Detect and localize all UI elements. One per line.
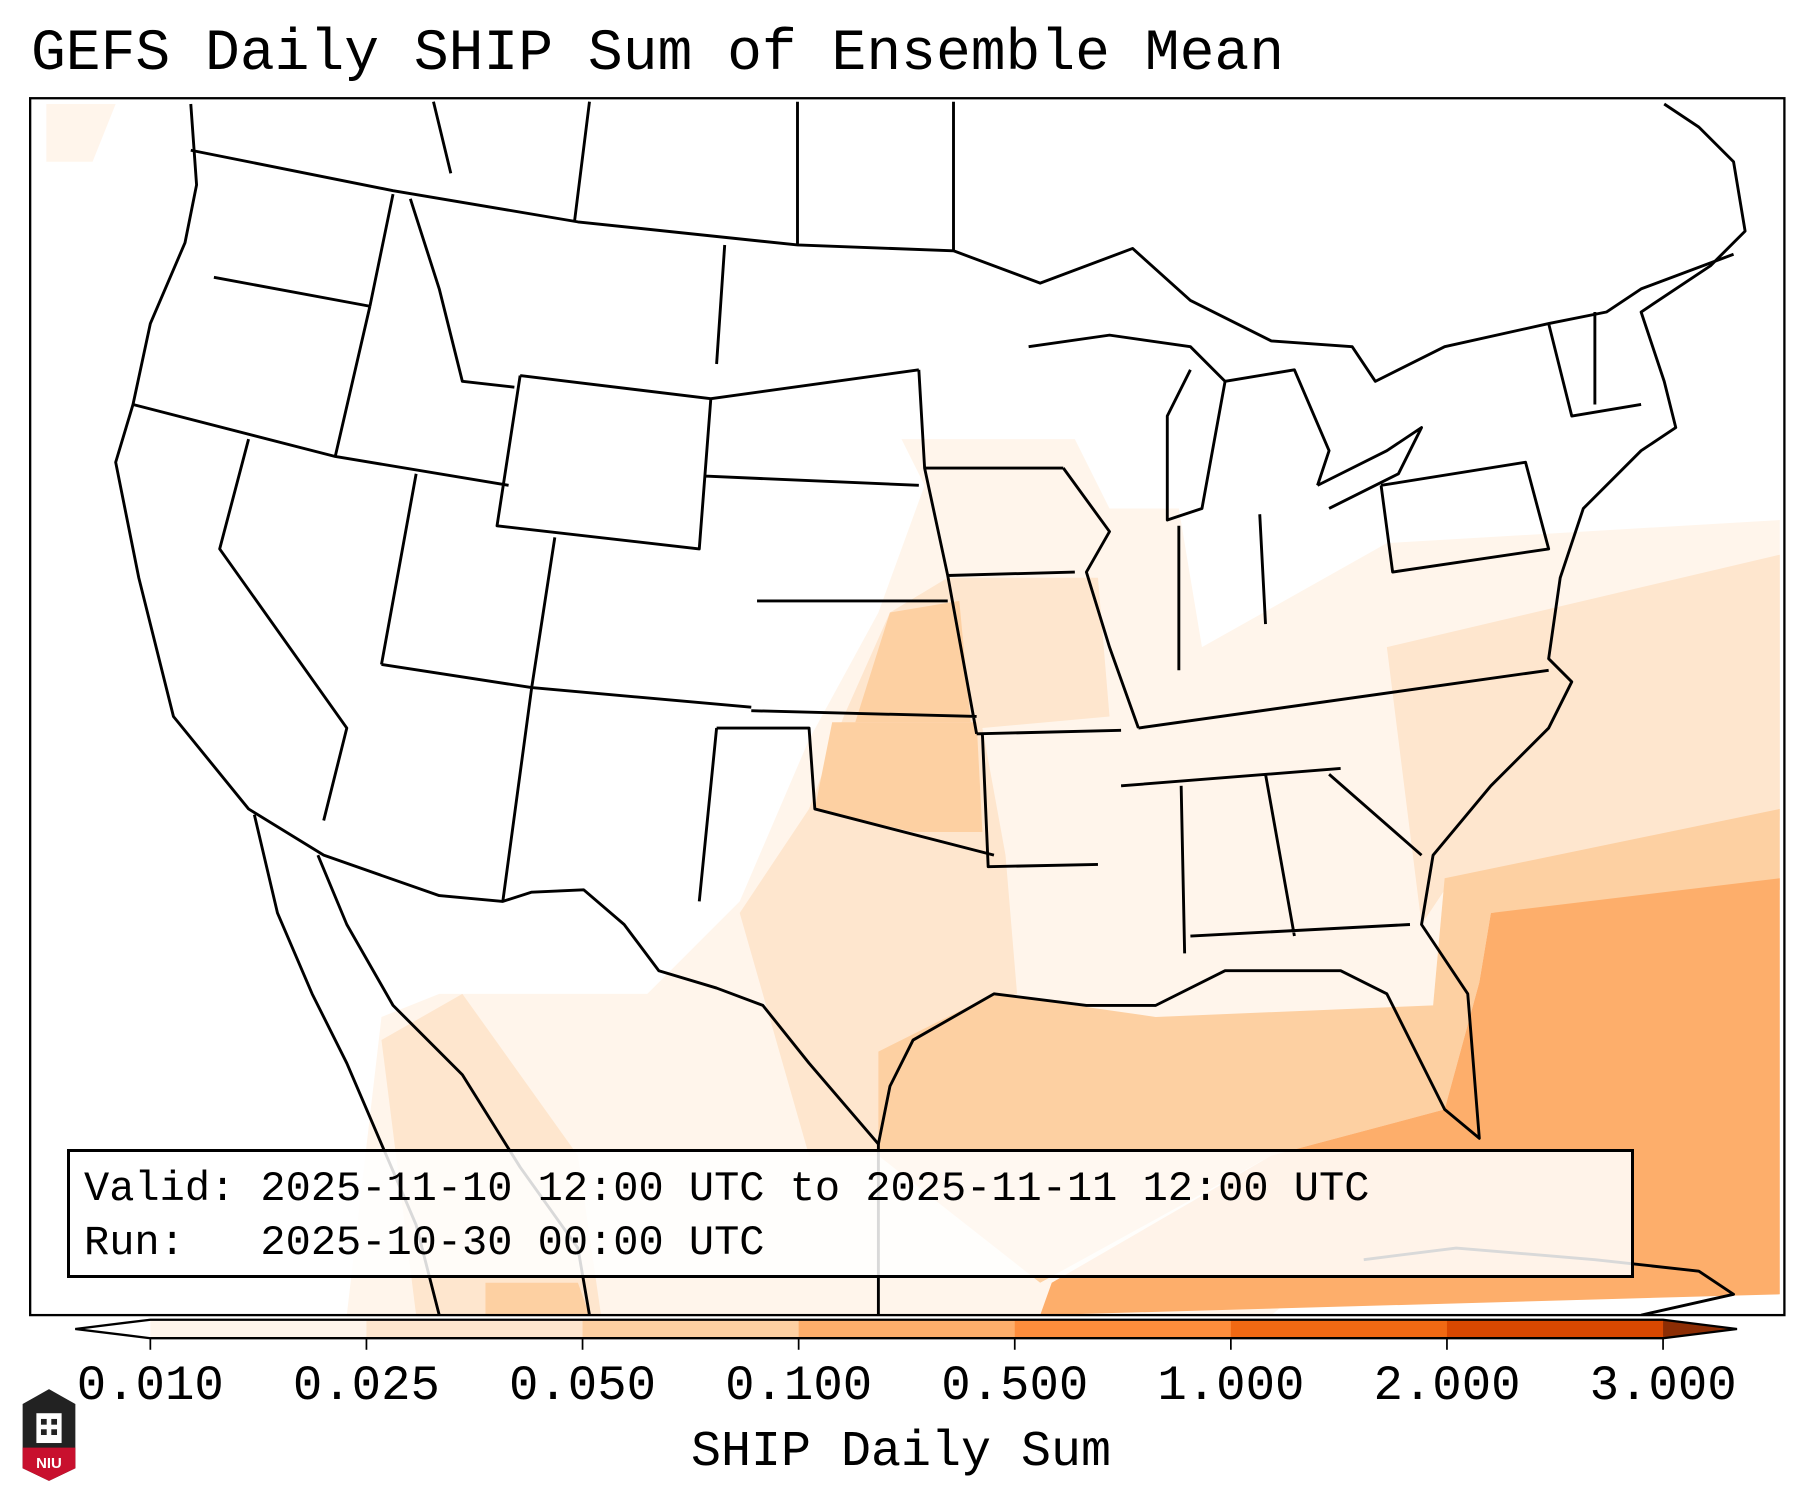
colorbar-segment: [798, 1319, 1016, 1339]
great-lakes: [1028, 333, 1423, 522]
colorbar-tick-label: 0.025: [292, 1358, 440, 1414]
shade-level-3: [855, 600, 971, 723]
colorbar-extend-high: [1663, 1319, 1738, 1339]
colorbar-tick-label: 3.000: [1589, 1358, 1737, 1414]
colorbar-segment: [1014, 1319, 1232, 1339]
colorbar-tick-label: 0.500: [941, 1358, 1089, 1414]
colorbar-label: SHIP Daily Sum: [690, 1424, 1112, 1481]
run-time-text: Run: 2025-10-30 00:00 UTC: [84, 1219, 765, 1267]
colorbar-tick-label: 0.050: [508, 1358, 657, 1414]
shade-level-3: [485, 1282, 590, 1316]
colorbar-segment: [1230, 1319, 1448, 1339]
niu-logo: NIU: [22, 1389, 76, 1481]
valid-run-info-box: Valid: 2025-11-10 12:00 UTC to 2025-11-1…: [67, 1149, 1634, 1278]
colorbar-segment: [150, 1319, 368, 1339]
figure-title: GEFS Daily SHIP Sum of Ensemble Mean: [31, 22, 1285, 87]
colorbar-segment: [1446, 1319, 1664, 1339]
map-frame: [29, 97, 1786, 1317]
colorbar-extend-low: [75, 1319, 151, 1339]
colorbar-tick-label: 0.010: [76, 1358, 224, 1414]
state-lines: [132, 101, 1642, 954]
colorbar-segment: [582, 1319, 800, 1339]
colorbar-segment: [366, 1319, 584, 1339]
colorbar: [75, 1318, 1738, 1350]
ship-shading: [30, 98, 1785, 1316]
shade-level-2: [739, 577, 1110, 1156]
canada-border: [190, 148, 1735, 383]
colorbar-tick-label: 1.000: [1157, 1358, 1305, 1414]
valid-time-text: Valid: 2025-11-10 12:00 UTC to 2025-11-1…: [84, 1165, 1370, 1213]
shade-level-3: [814, 722, 983, 833]
logo-text: NIU: [36, 1456, 62, 1472]
colorbar-tick-label: 0.100: [725, 1358, 873, 1414]
us-coastline: [114, 102, 1747, 1146]
colorbar-tick-label: 2.000: [1373, 1358, 1521, 1414]
